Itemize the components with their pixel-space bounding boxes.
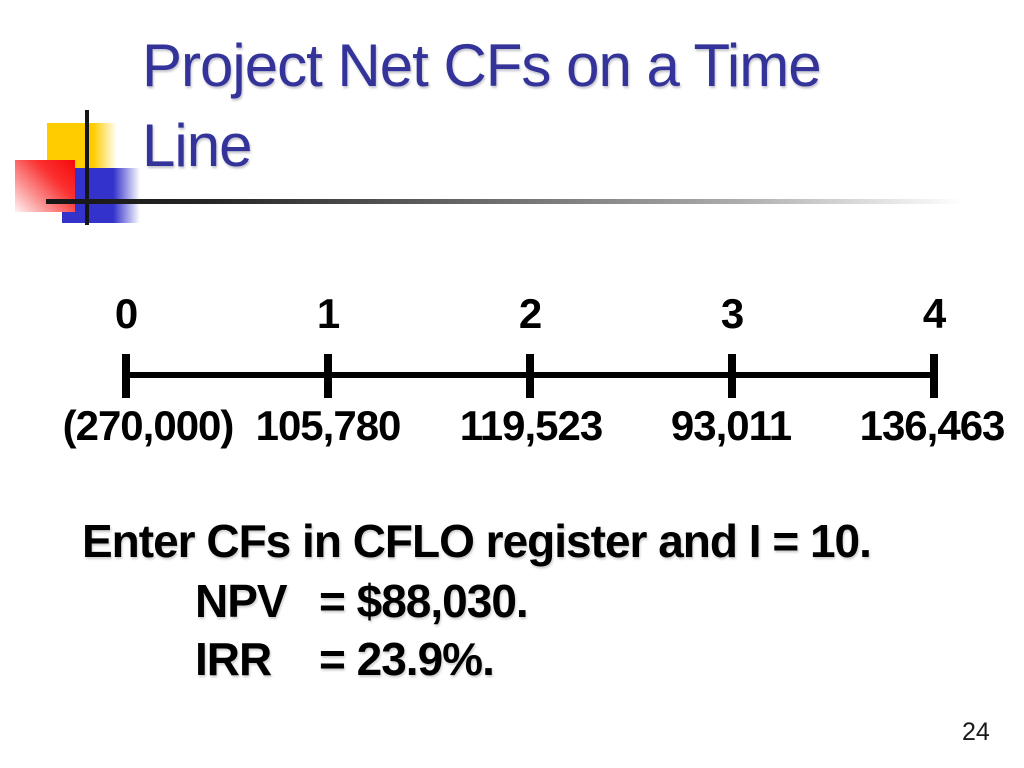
cash-flow-value-0: (270,000) bbox=[62, 402, 235, 449]
slide-title: Project Net CFs on a Time Line bbox=[142, 32, 822, 179]
cash-flow-value-2: 119,523 bbox=[459, 402, 604, 449]
timeline-period-label-4: 4 bbox=[922, 290, 946, 337]
npv-label: NPV bbox=[195, 575, 288, 627]
vertical-rule-decoration bbox=[85, 110, 89, 225]
irr-label: IRR bbox=[195, 633, 272, 685]
timeline-tick-1 bbox=[324, 354, 332, 398]
cash-flow-value-3: 93,011 bbox=[670, 402, 792, 449]
timeline-tick-3 bbox=[728, 354, 736, 398]
irr-value: = 23.9%. bbox=[319, 633, 495, 685]
timeline-tick-4 bbox=[930, 354, 938, 398]
timeline-period-label-2: 2 bbox=[518, 290, 542, 337]
page-number: 24 bbox=[962, 718, 990, 746]
red-square-decoration bbox=[15, 160, 75, 212]
blue-square-decoration bbox=[62, 168, 140, 223]
notes-instruction: Enter CFs in CFLO register and I = 10. bbox=[82, 515, 872, 567]
timeline-period-label-1: 1 bbox=[316, 290, 340, 337]
npv-result-row: NPV = $88,030. bbox=[195, 574, 529, 628]
timeline-period-label-3: 3 bbox=[720, 290, 744, 337]
npv-value: = $88,030. bbox=[319, 575, 529, 627]
cash-flow-value-4: 136,463 bbox=[859, 402, 1006, 449]
timeline-period-label-0: 0 bbox=[114, 290, 138, 337]
irr-result-row: IRR = 23.9%. bbox=[195, 632, 495, 686]
title-divider-rule bbox=[46, 199, 964, 204]
timeline-tick-2 bbox=[526, 354, 534, 398]
cash-flow-value-1: 105,780 bbox=[255, 402, 402, 449]
timeline-tick-0 bbox=[122, 354, 130, 398]
